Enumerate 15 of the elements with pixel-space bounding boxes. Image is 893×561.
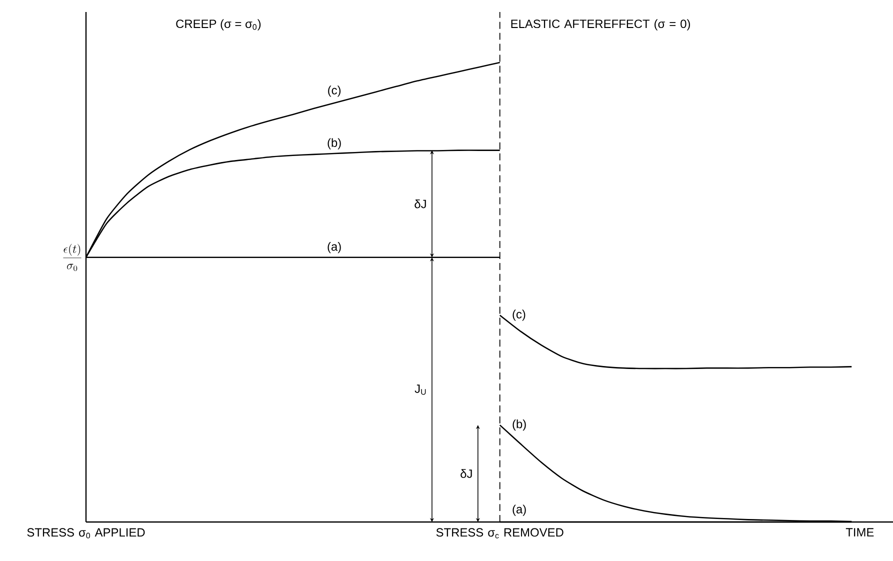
annotation: (b) bbox=[512, 419, 526, 431]
annotation: (b) bbox=[328, 138, 341, 150]
text: ELASTIC AFTEREFFECT (σ = 0) bbox=[511, 19, 690, 30]
annotation: (c) bbox=[328, 86, 341, 97]
annotation: (a) bbox=[328, 242, 341, 254]
annotation: (c) bbox=[512, 310, 526, 321]
text: TIME bbox=[846, 528, 874, 536]
annotation: (a) bbox=[512, 504, 526, 516]
annotation: J$_{U}$ bbox=[414, 384, 426, 395]
y-axis-title: $\frac{\epsilon (t)}{\sigma_0}$ bbox=[63, 244, 82, 272]
text: STRESS σ$_{0}$ APPLIED bbox=[27, 528, 145, 538]
annotation: δJ bbox=[460, 469, 472, 478]
annotation: δJ bbox=[414, 199, 426, 208]
text: CREEP (σ = σ$_{0}$) bbox=[176, 19, 261, 30]
text: STRESS σ$_{c}$ REMOVED bbox=[436, 528, 564, 538]
